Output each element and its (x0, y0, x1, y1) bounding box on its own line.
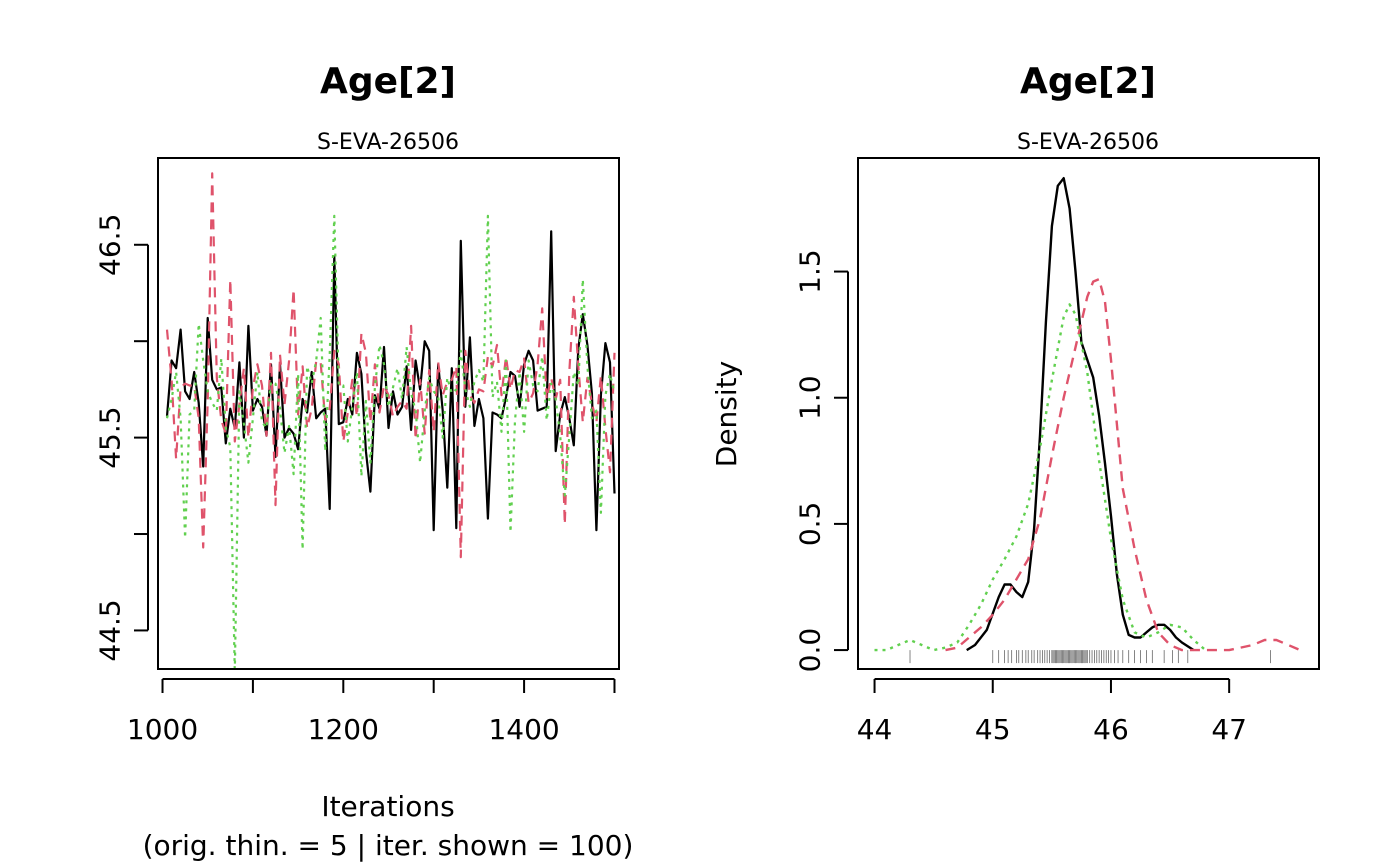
trace-y-tick-label: 45.5 (94, 406, 127, 468)
density-rug (909, 650, 1271, 664)
trace-x-tick-label: 1400 (488, 713, 559, 746)
trace-title: Age[2] (320, 61, 456, 102)
density-chain-2-curve (945, 277, 1301, 652)
density-y-axis-label: Density (710, 361, 743, 467)
trace-x-axis-label-line2: (orig. thin. = 5 | iter. shown = 100) (143, 829, 634, 862)
density-y-axis: 0.0 0.5 1.0 1.5 (794, 249, 849, 672)
density-title: Age[2] (1020, 61, 1156, 102)
trace-y-tick-label: 46.5 (94, 214, 127, 276)
trace-chain-3-line (165, 214, 616, 669)
trace-y-axis: 44.5 45.5 46.5 (94, 214, 149, 662)
trace-chain-1-line (165, 230, 616, 532)
density-x-tick-label: 45 (975, 713, 1011, 746)
density-x-axis: 44 45 46 47 (857, 678, 1247, 746)
density-panel: Age[2] S-EVA-26506 44 45 46 47 0.0 0.5 1.0 1.5… (710, 61, 1320, 746)
density-x-tick-label: 47 (1211, 713, 1247, 746)
density-lines (874, 177, 1301, 652)
density-y-tick-label: 1.0 (794, 375, 827, 420)
trace-subtitle: S-EVA-26506 (317, 130, 459, 155)
trace-chain-2-line (165, 172, 616, 559)
trace-x-tick-label: 1000 (127, 713, 198, 746)
trace-plot-area (165, 172, 616, 669)
trace-x-axis: 1000 1200 1400 (127, 678, 616, 746)
trace-plot-frame (157, 157, 620, 670)
density-y-tick-label: 0.5 (794, 502, 827, 547)
density-plot-area (874, 177, 1301, 664)
density-chain-3-curve (874, 303, 1207, 652)
trace-y-tick-label: 44.5 (94, 599, 127, 661)
density-x-tick-label: 44 (857, 713, 893, 746)
density-x-tick-label: 46 (1093, 713, 1129, 746)
trace-x-axis-label: Iterations (321, 790, 454, 823)
trace-panel: Age[2] S-EVA-26506 1000 1200 1400 44.5 45.5… (94, 61, 634, 862)
density-y-tick-label: 1.5 (794, 249, 827, 294)
density-subtitle: S-EVA-26506 (1017, 130, 1159, 155)
density-y-tick-label: 0.0 (794, 628, 827, 673)
density-chain-1-curve (966, 177, 1195, 652)
trace-lines (165, 172, 616, 669)
density-plot-frame (857, 157, 1320, 670)
trace-x-tick-label: 1200 (308, 713, 379, 746)
